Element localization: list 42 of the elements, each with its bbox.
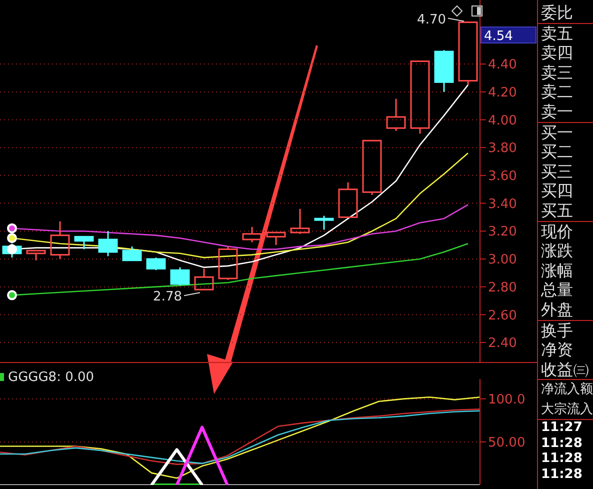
legend-label: GGGG8: 0.00 — [8, 370, 94, 385]
text: 4.54 — [484, 29, 513, 44]
text: 11:28 — [540, 451, 584, 467]
text: 卖五 — [540, 24, 574, 44]
y-tick-label: 2.80 — [488, 280, 517, 296]
text: 收益㈢ — [538, 360, 593, 380]
text: 11:28 — [540, 466, 584, 482]
y-tick-label: 50.00 — [488, 436, 526, 451]
text: 买二 — [540, 142, 574, 162]
text: 净流入额 — [540, 381, 593, 400]
text: 委比 — [538, 3, 593, 24]
y-tick-label: 4.40 — [488, 58, 517, 73]
y-tick-label: 3.20 — [488, 224, 517, 240]
annotation: 2.78 — [153, 290, 182, 305]
text: 买四 — [540, 181, 574, 201]
text: 总量 — [540, 280, 574, 300]
y-tick-label: 3.80 — [488, 141, 517, 156]
text: 卖二 — [540, 82, 574, 102]
text: 卖一 — [538, 102, 593, 123]
y-tick-label: 2.60 — [488, 308, 517, 324]
y-tick-label: 3.40 — [488, 196, 517, 212]
text: 11:28 — [540, 436, 584, 452]
y-tick-label: 3.00 — [488, 252, 517, 268]
y-tick-label: 2.40 — [488, 336, 517, 352]
text: 外盘 — [538, 300, 593, 320]
text: 买五 — [538, 200, 593, 222]
text: 大宗流入 — [538, 400, 593, 420]
text: 涨跌 — [540, 241, 574, 261]
y-tick-label: 4.20 — [488, 86, 517, 101]
text: 买一 — [540, 122, 574, 142]
y-tick-label: 4.00 — [488, 113, 517, 128]
text: 卖四 — [540, 43, 574, 63]
text: 现价 — [540, 222, 574, 242]
text: 11:27 — [540, 420, 584, 436]
text: 涨幅 — [540, 260, 574, 280]
y-tick-label: 100.0 — [488, 392, 526, 408]
text: 买三 — [540, 162, 574, 182]
text: 净资 — [540, 340, 574, 360]
text: 卖三 — [540, 62, 574, 82]
y-tick-label: 3.60 — [488, 169, 517, 184]
text: 换手 — [540, 320, 574, 340]
annotation: 4.70 — [417, 12, 446, 28]
